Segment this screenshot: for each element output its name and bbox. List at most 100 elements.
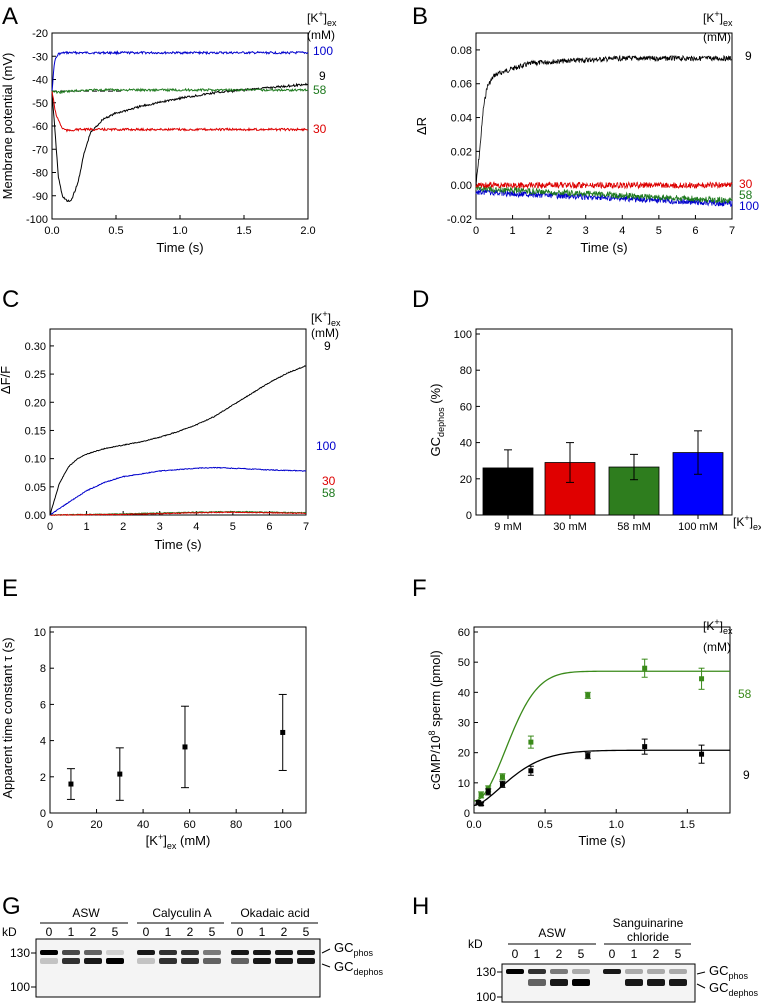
- trace-a-9: [51, 82, 309, 202]
- panel-g: G kD ASW Calyculin A Okadaic acid 0 1 2 5 0 1…: [2, 893, 384, 998]
- x-tick-label-e: 40: [137, 819, 149, 831]
- lane-label-h: 1: [631, 947, 638, 961]
- x-tick-label-f: 0.5: [537, 819, 552, 831]
- trace-c-30: [49, 511, 307, 516]
- x-axis-e: 0 20 40 60 80 100: [47, 809, 292, 831]
- panel-b: B 0.08 0.06 0.04 0.02 0.00 -0.02 0 1 2 3 4 5 6 7 Tim…: [412, 3, 759, 255]
- band-pointer-phos-g: [321, 948, 331, 954]
- x-axis-label-a: Time (s): [156, 240, 203, 255]
- trace-b-58: [475, 184, 733, 204]
- x-tick-label-c: 1: [84, 521, 90, 533]
- trace-label-b-58: 58: [739, 188, 753, 202]
- x-tick-label-e: 100: [274, 819, 292, 831]
- plot-area-f: [473, 658, 730, 807]
- y-axis-label-e: Apparent time constant τ (s): [0, 637, 15, 798]
- y-axis-f: 60 50 40 30 20 10 0: [458, 627, 478, 820]
- legend-header-b: [K+]ex: [703, 9, 733, 28]
- band-dephos-g: [275, 958, 293, 964]
- band-dephos-g: [297, 958, 315, 964]
- band-label-phos-g: GCphos: [334, 940, 374, 958]
- x-tick-label-c: 6: [266, 521, 272, 533]
- lane-label-g: 5: [209, 925, 216, 939]
- band-pointer-dephos-h: [696, 983, 706, 989]
- band-dephos-g: [203, 958, 221, 964]
- band-label-dephos-h: GCdephos: [709, 980, 759, 998]
- panel-d: D 100 80 60 40 20 0 9 mM 30 mM 58 mM 100 mM GCde…: [412, 286, 761, 533]
- y-tick-label-c: 0.10: [25, 454, 46, 466]
- blot-bands-g: [40, 950, 315, 964]
- y-tick-label-e: 8: [40, 663, 46, 675]
- x-tick-label-c: 0: [47, 521, 53, 533]
- y-tick-label-d: 80: [460, 365, 472, 377]
- band-phos-g: [275, 950, 293, 955]
- trace-a-100: [51, 50, 309, 93]
- y-axis-c: 0.30 0.25 0.20 0.15 0.10 0.05 0.00: [25, 341, 54, 522]
- band-label-phos-h: GCphos: [709, 963, 749, 981]
- trace-label-c-100: 100: [316, 439, 336, 453]
- lane-label-g: 0: [46, 925, 53, 939]
- x-tick-label-a: 1.5: [236, 225, 251, 237]
- y-tick-label-c: 0.30: [25, 341, 46, 353]
- legend-unit-c: (mM): [311, 326, 339, 340]
- marker-100-g: 100: [10, 980, 30, 994]
- lane-label-h: 5: [578, 947, 585, 961]
- x-axis-label-b: Time (s): [580, 240, 627, 255]
- point-f-58: [528, 739, 534, 745]
- band-phos-g: [181, 950, 199, 955]
- y-tick-label-a: -70: [32, 144, 48, 156]
- y-tick-label-e: 6: [40, 699, 46, 711]
- x-tick-label-a: 1.0: [172, 225, 187, 237]
- point-f-9: [699, 751, 705, 757]
- y-tick-label-b: 0.04: [451, 113, 472, 125]
- panel-f: F 60 50 40 30 20 10 0 0.0 0.5 1.0 1.5 Time (s) cG…: [412, 575, 752, 848]
- y-tick-label-b: 0.06: [451, 79, 472, 91]
- marker-130-g: 130: [10, 946, 30, 960]
- band-dephos-h: [550, 979, 568, 986]
- marker-100-h: 100: [476, 990, 496, 1003]
- trace-label-c-9: 9: [324, 339, 331, 353]
- x-axis-b: 0 1 2 3 4 5 6 7: [473, 215, 735, 237]
- axes-frame-b: [475, 32, 733, 220]
- x-tick-label-b: 1: [510, 225, 516, 237]
- trace-label-f-58: 58: [738, 687, 752, 701]
- panel-a: A -20 -30 -40 -50 -60 -70 -80 -90 -100 0.0 0.5 1.0…: [0, 3, 337, 255]
- band-phos-g: [40, 950, 58, 955]
- band-phos-h: [550, 969, 568, 974]
- legend-unit-a: (mM): [307, 28, 335, 42]
- x-tick-label-e: 0: [47, 819, 53, 831]
- fit-curve-f-58: [473, 670, 730, 802]
- kd-label-h: kD: [468, 937, 483, 951]
- y-axis-a: -20 -30 -40 -50 -60 -70 -80 -90 -100: [26, 28, 56, 226]
- x-tick-label-a: 0.0: [44, 225, 59, 237]
- y-axis-label-f: cGMP/108 sperm (pmol): [427, 650, 443, 789]
- y-tick-label-a: -20: [32, 28, 48, 40]
- panel-letter-h: H: [412, 893, 429, 920]
- y-axis-d: 100 80 60 40 20 0: [454, 329, 480, 522]
- band-dephos-g: [159, 958, 177, 964]
- y-tick-label-e: 4: [40, 736, 46, 748]
- x-tick-label-c: 4: [193, 521, 199, 533]
- band-pointer-phos-h: [696, 971, 706, 975]
- trace-label-c-58: 58: [322, 486, 336, 500]
- y-tick-label-c: 0.05: [25, 482, 46, 494]
- x-axis-f: 0.0 0.5 1.0 1.5: [466, 809, 695, 831]
- y-tick-label-f: 30: [458, 718, 470, 730]
- x-tick-label-b: 3: [583, 225, 589, 237]
- y-tick-label-b: 0.02: [451, 146, 472, 158]
- y-tick-label-c: 0.25: [25, 369, 46, 381]
- axes-frame-e: [49, 626, 307, 814]
- plot-area-d: 9 mM 30 mM 58 mM 100 mM: [482, 430, 724, 533]
- panel-letter-d: D: [412, 286, 429, 313]
- point-e-3: [280, 729, 286, 735]
- plot-area-c: [49, 365, 307, 516]
- point-f-58: [585, 692, 591, 698]
- trace-b-30: [475, 180, 733, 190]
- y-tick-label-a: -80: [32, 168, 48, 180]
- lane-label-g: 2: [281, 925, 288, 939]
- x-tick-label-d: 9 mM: [494, 521, 522, 533]
- lane-label-h: 0: [609, 947, 616, 961]
- band-pointer-dephos-g: [321, 963, 331, 968]
- y-tick-label-d: 20: [460, 474, 472, 486]
- axes-frame-a: [51, 32, 309, 220]
